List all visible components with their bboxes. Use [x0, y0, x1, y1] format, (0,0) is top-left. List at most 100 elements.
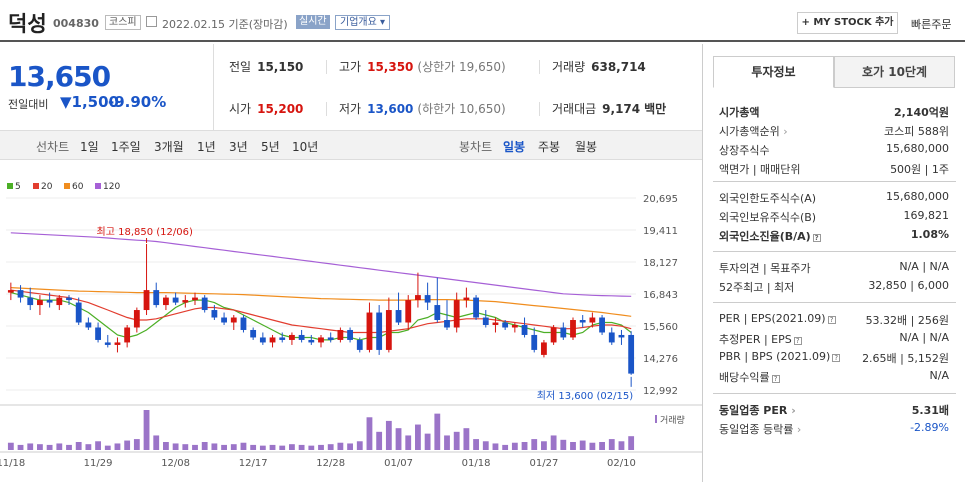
quick-order-button[interactable]: 빠른주문 — [911, 18, 952, 31]
info-row: 투자의견 | 목표주가 N/A | N/A — [719, 260, 949, 279]
company-info-dropdown[interactable]: 기업개요 ▾ — [335, 15, 391, 30]
info-row-value: 32,850 | 6,000 — [868, 279, 949, 292]
volume-bar — [405, 435, 412, 450]
y-tick-label: 16,843 — [643, 290, 678, 301]
candle-body — [444, 320, 450, 328]
volume-bar — [308, 445, 315, 450]
my-stock-add-button[interactable]: + MY STOCK 추가 — [797, 12, 898, 34]
volume-bar — [298, 444, 305, 450]
help-icon[interactable]: ? — [832, 354, 841, 362]
volume-label: 거래량 — [660, 414, 685, 426]
candle-body — [308, 339, 315, 343]
candle-body — [570, 320, 576, 338]
candle-body — [579, 320, 586, 323]
realtime-button[interactable]: 실시간 — [296, 15, 330, 29]
min-annotation: 최저 13,600 (02/15) — [537, 390, 633, 402]
candle-body — [221, 317, 227, 323]
candle-body — [114, 342, 121, 345]
volume-bar — [133, 439, 140, 450]
price-box: 13,650 전일대비 ▼1,500 -9.90% — [0, 44, 214, 130]
info-row: 액면가 | 매매단위 500원 | 1주 — [719, 161, 949, 180]
max-annotation: 최고 18,850 (12/06) — [97, 226, 193, 238]
candle-body — [521, 324, 528, 335]
info-row-value: 5.31배 — [911, 404, 949, 417]
volume-bar — [395, 428, 402, 450]
info-row-label: 시가총액순위 › — [719, 125, 788, 138]
tab-order-book[interactable]: 호가 10단계 — [834, 56, 955, 88]
candle-body — [618, 334, 625, 338]
candle-body — [27, 297, 34, 306]
candle-body — [172, 297, 179, 303]
volume-bar — [56, 443, 63, 450]
info-row-value: 500원 | 1주 — [890, 163, 949, 176]
stat-low: 저가 13,600 (하한가 10,650) — [339, 102, 506, 116]
candle-body — [511, 324, 518, 328]
candle-body — [133, 310, 140, 328]
x-tick-label: 01/27 — [530, 458, 559, 469]
info-row-label: 외국인보유주식수(B) — [719, 211, 817, 224]
volume-bar — [531, 439, 538, 450]
help-icon[interactable]: ? — [771, 375, 780, 383]
volume-bar — [289, 444, 295, 450]
date-text: 2022.02.15 기준(장마감) — [162, 18, 288, 31]
info-row-value: -2.89% — [910, 421, 949, 434]
legend-ma20: 20 — [33, 182, 52, 192]
help-icon[interactable]: ? — [827, 316, 836, 324]
volume-bar — [75, 442, 82, 450]
candle-body — [385, 310, 392, 350]
candle-body — [211, 310, 218, 318]
candle-monthly[interactable]: 월봉 — [575, 140, 598, 154]
info-row[interactable]: 동일업종 PER › 5.31배 — [719, 402, 949, 421]
info-row: 시가총액 2,140억원 — [719, 104, 949, 123]
candle-body — [240, 317, 247, 330]
ma60-line — [10, 287, 632, 317]
volume-bar — [434, 413, 441, 450]
x-tick-label: 12/08 — [161, 458, 190, 469]
period-3y[interactable]: 3년 — [229, 140, 248, 154]
info-row-value: N/A | N/A — [899, 260, 949, 273]
candle-body — [434, 305, 441, 321]
chevron-right-icon: › — [779, 125, 788, 138]
volume-bar — [599, 442, 605, 450]
period-1y[interactable]: 1년 — [197, 140, 216, 154]
period-10y[interactable]: 10년 — [292, 140, 319, 154]
help-icon[interactable]: ? — [812, 234, 821, 242]
info-row[interactable]: 시가총액순위 › 코스피 588위 — [719, 123, 949, 142]
period-1w[interactable]: 1주일 — [111, 140, 141, 154]
info-row: 배당수익률? N/A — [719, 369, 949, 388]
stat-prev-close: 전일 15,150 — [229, 60, 304, 74]
volume-bar — [589, 442, 596, 450]
period-1d[interactable]: 1일 — [80, 140, 99, 154]
stat-amount: 거래대금 9,174 백만 — [552, 102, 667, 116]
y-tick-label: 19,411 — [643, 226, 678, 237]
candle-body — [143, 290, 150, 311]
info-row: PBR | BPS (2021.09)? 2.65배 | 5,152원 — [719, 350, 949, 369]
info-row-value: 169,821 — [903, 209, 950, 222]
candle-body — [182, 300, 189, 303]
period-5y[interactable]: 5년 — [261, 140, 280, 154]
help-icon[interactable]: ? — [793, 337, 802, 345]
candle-body — [192, 297, 198, 301]
info-row[interactable]: 동일업종 등락률 › -2.89% — [719, 421, 949, 440]
info-row: 외국인한도주식수(A) 15,680,000 — [719, 190, 949, 209]
price-chart[interactable]: 20,695 19,411 18,127 16,843 15,560 14,276 12,9… — [0, 162, 702, 482]
candle-body — [560, 327, 567, 338]
candle-weekly[interactable]: 주봉 — [538, 140, 561, 154]
volume-bar — [579, 440, 586, 450]
volume-bar — [192, 444, 198, 450]
info-row: PER | EPS(2021.09)? 53.32배 | 256원 — [719, 312, 949, 331]
period-3m[interactable]: 3개월 — [154, 140, 184, 154]
info-row-value: 코스피 588위 — [884, 125, 949, 138]
info-row: 추정PER | EPS? N/A | N/A — [719, 331, 949, 350]
candle-body — [415, 295, 421, 301]
candle-body — [298, 334, 305, 340]
tab-investment-info[interactable]: 투자정보 — [713, 56, 834, 88]
candle-body — [531, 334, 538, 350]
candle-daily[interactable]: 일봉 — [503, 140, 526, 154]
candle-body — [463, 297, 470, 301]
info-row-label: 배당수익률? — [719, 369, 780, 385]
y-tick-label: 20,695 — [643, 194, 678, 205]
candle-body — [405, 300, 412, 323]
legend-ma60: 60 — [64, 182, 83, 192]
info-row-label: 외국인한도주식수(A) — [719, 192, 817, 205]
